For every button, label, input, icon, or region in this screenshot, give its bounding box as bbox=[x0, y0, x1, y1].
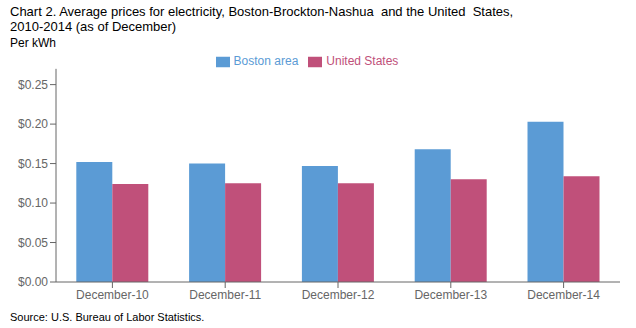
svg-text:December-10: December-10 bbox=[76, 288, 149, 302]
html-text:Source: U.S. Bureau of Labor S: Source: U.S. Bureau of Labor Statistics. bbox=[10, 311, 205, 323]
svg-text:$0.10: $0.10 bbox=[18, 196, 48, 210]
svg-text:$0.25: $0.25 bbox=[18, 78, 48, 92]
svg-text:December-12: December-12 bbox=[302, 288, 375, 302]
html-text:United States: United States bbox=[326, 54, 399, 68]
html-text:Per kWh: Per kWh bbox=[10, 36, 56, 50]
html-text:2010-2014 (as of December): 2010-2014 (as of December) bbox=[10, 19, 177, 34]
svg-text:$0.05: $0.05 bbox=[18, 236, 48, 250]
svg-text:December-13: December-13 bbox=[414, 288, 487, 302]
svg-text:December-11: December-11 bbox=[189, 288, 261, 302]
svg-text:$0.00: $0.00 bbox=[18, 275, 48, 289]
html-text:Boston area: Boston area bbox=[233, 54, 299, 68]
html-text:Chart 2. Average prices for el: Chart 2. Average prices for electricity,… bbox=[10, 4, 514, 19]
svg-text:$0.15: $0.15 bbox=[18, 157, 48, 171]
svg-text:December-14: December-14 bbox=[527, 288, 600, 302]
svg-text:$0.20: $0.20 bbox=[18, 117, 48, 131]
